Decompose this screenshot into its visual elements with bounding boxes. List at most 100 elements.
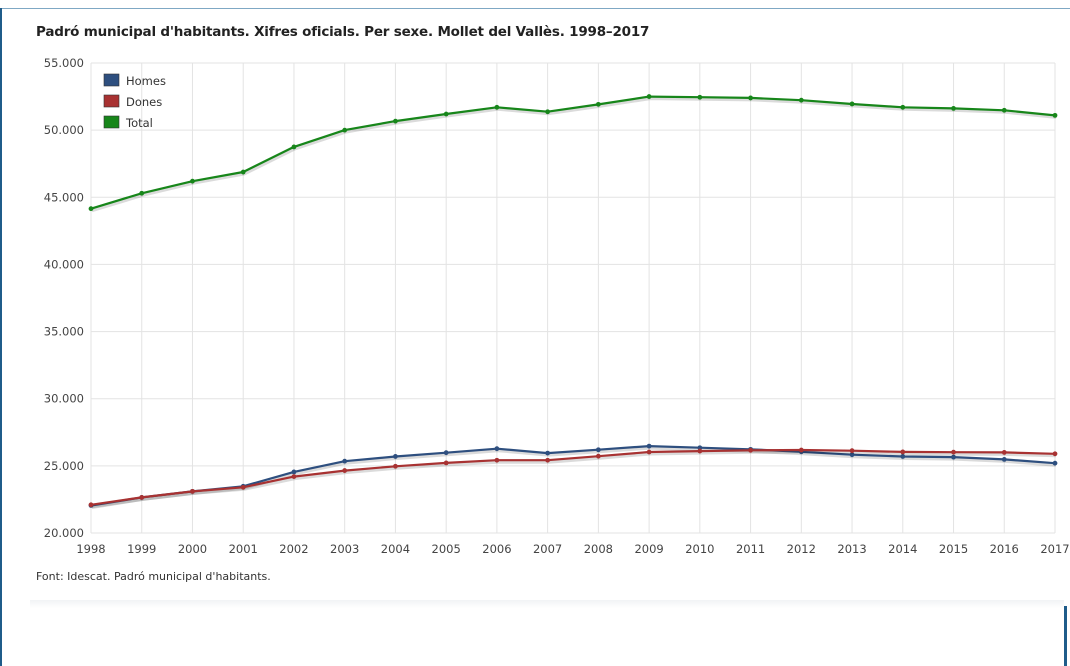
data-point-total[interactable] [494,104,500,110]
data-point-homes[interactable] [545,450,551,456]
data-point-dones[interactable] [88,502,94,508]
y-tick-label: 25.000 [44,459,84,473]
axes: 20.000 25.000 30.000 35.000 40.000 45.000 50.0… [44,56,1070,556]
data-point-total[interactable] [748,95,753,101]
y-tick-label: 40.000 [44,257,84,271]
data-point-dones[interactable] [798,447,804,453]
data-point-dones[interactable] [900,449,906,455]
data-point-total[interactable] [443,111,449,117]
data-point-total[interactable] [849,101,855,107]
legend-label-dones: Dones [126,95,162,109]
x-tick-label: 2001 [229,542,258,556]
data-point-dones[interactable] [849,448,855,454]
y-tick-label: 30.000 [44,392,84,406]
series-line-homes [90,445,1056,507]
series-shadow-dones [91,450,1057,509]
grid [90,62,1056,534]
legend-label-homes: Homes [126,74,166,88]
x-tick-label: 2000 [178,542,207,556]
data-point-dones[interactable] [697,448,703,454]
x-tick-label: 2016 [990,542,1019,556]
x-tick-label: 2007 [533,542,562,556]
data-point-total[interactable] [951,105,956,111]
data-point-total[interactable] [342,127,348,133]
data-point-dones[interactable] [139,495,145,500]
data-point-dones[interactable] [240,484,246,490]
data-point-homes[interactable] [900,454,906,459]
data-point-total[interactable] [900,104,906,110]
x-tick-label: 2010 [685,542,714,556]
x-tick-label: 2006 [482,542,511,556]
series [88,94,1058,509]
data-point-dones[interactable] [393,463,398,469]
x-tick-label: 2003 [330,542,359,556]
frame-top-border [0,8,1070,9]
data-point-homes[interactable] [342,458,348,464]
data-point-homes[interactable] [646,443,652,449]
data-point-homes[interactable] [393,454,398,459]
x-tick-label: 2008 [584,542,613,556]
source-note: Font: Idescat. Padró municipal d'habitan… [36,570,271,583]
data-point-dones[interactable] [443,460,449,466]
y-tick-label: 55.000 [44,56,84,70]
x-tick-label: 2012 [787,542,816,556]
y-tick-label: 45.000 [44,190,84,204]
data-point-homes[interactable] [1052,460,1058,466]
data-point-dones[interactable] [748,447,753,453]
series-line-total [90,95,1056,210]
data-point-total[interactable] [240,169,246,175]
data-point-dones[interactable] [1052,451,1058,457]
data-point-total[interactable] [190,178,195,184]
data-point-dones[interactable] [595,453,601,459]
data-point-homes[interactable] [443,450,449,456]
data-point-homes[interactable] [849,452,855,458]
y-tick-label: 35.000 [44,325,84,339]
data-point-total[interactable] [595,101,601,107]
legend: Homes Dones Total [103,73,166,130]
legend-swatch-dones [103,94,120,108]
x-tick-label: 2015 [939,542,968,556]
legend-swatch-homes [103,73,120,87]
x-tick-label: 2005 [432,542,461,556]
data-point-total[interactable] [646,94,652,99]
frame-right-border [1064,606,1067,666]
x-tick-label: 1999 [127,542,156,556]
y-tick-label: 50.000 [44,123,84,137]
data-point-total[interactable] [545,109,551,115]
data-point-homes[interactable] [697,445,703,451]
data-point-dones[interactable] [545,457,551,463]
x-tick-label: 2013 [837,542,866,556]
legend-label-total: Total [125,116,153,130]
data-point-total[interactable] [1052,112,1058,118]
data-point-homes[interactable] [595,447,601,453]
data-point-homes[interactable] [494,446,500,452]
data-point-dones[interactable] [1001,450,1007,455]
x-tick-label: 2017 [1040,542,1069,556]
legend-swatch-total [103,115,120,129]
frame-left-border [0,8,2,666]
data-point-total[interactable] [139,190,145,196]
data-point-dones[interactable] [342,468,348,473]
series-shadow-total [91,97,1057,213]
data-point-dones[interactable] [291,474,297,479]
data-point-total[interactable] [1001,107,1007,113]
data-point-total[interactable] [393,118,398,124]
x-tick-label: 2009 [634,542,663,556]
x-tick-label: 2002 [279,542,308,556]
x-tick-label: 1998 [76,542,105,556]
data-point-total[interactable] [697,94,703,100]
data-point-homes[interactable] [951,454,956,460]
data-point-dones[interactable] [646,449,652,455]
data-point-total[interactable] [798,97,804,103]
data-point-total[interactable] [291,144,297,150]
x-tick-label: 2014 [888,542,917,556]
y-tick-label: 20.000 [44,526,84,540]
data-point-homes[interactable] [1001,457,1007,462]
data-point-total[interactable] [88,206,94,212]
data-point-dones[interactable] [494,457,500,463]
data-point-dones[interactable] [190,488,195,494]
chart-title: Padró municipal d'habitants. Xifres ofic… [36,24,650,40]
data-point-dones[interactable] [951,449,956,455]
data-point-homes[interactable] [291,469,297,475]
